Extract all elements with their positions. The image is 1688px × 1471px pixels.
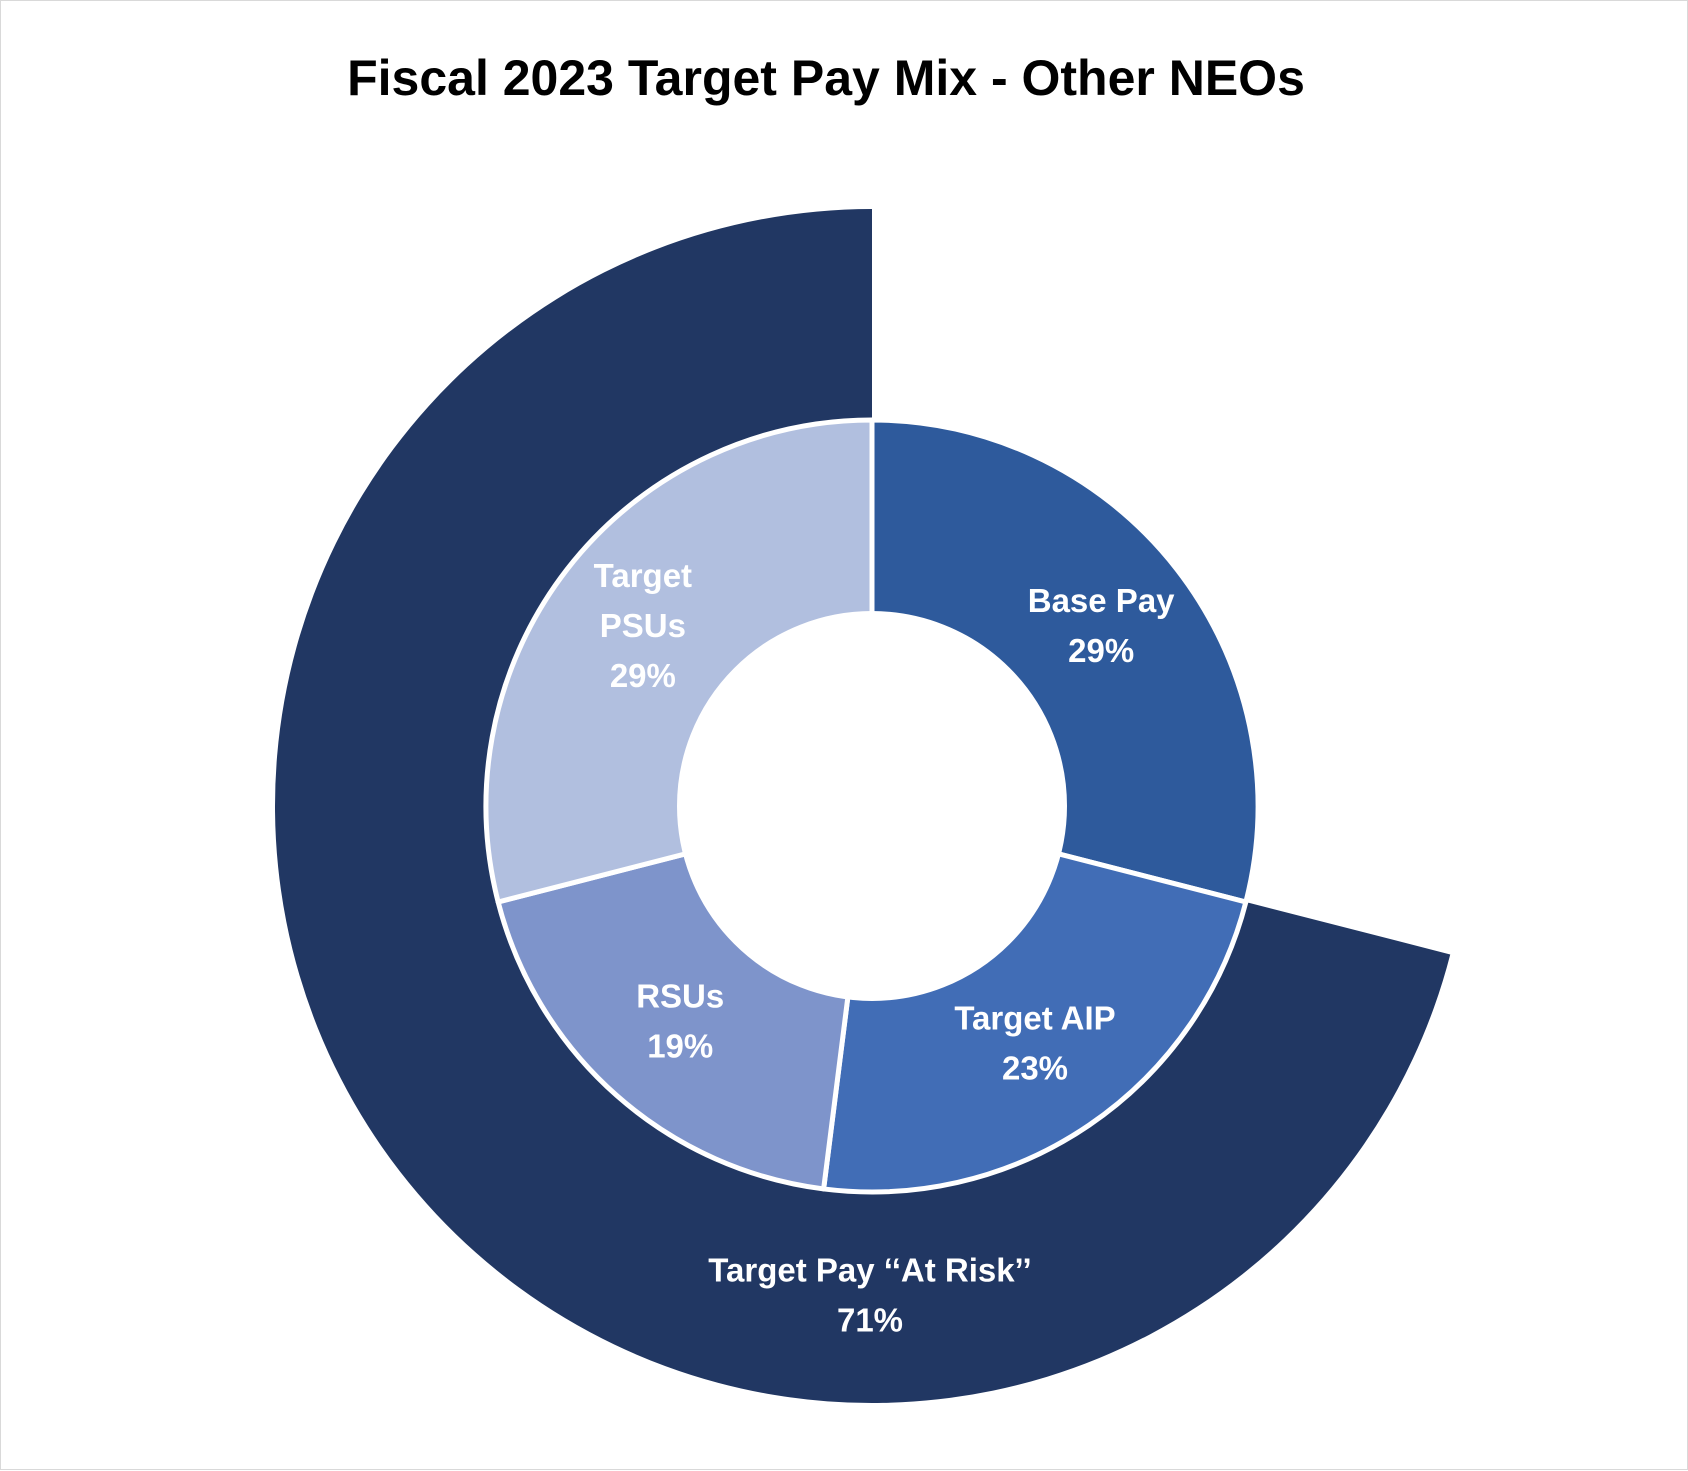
- label-target-aip-label: Target AIP: [954, 1000, 1115, 1037]
- label-target-pay-at-risk-pct-label: 71%: [837, 1302, 903, 1339]
- label-target-psus-label: Target: [594, 557, 692, 594]
- label-target-psus-label: PSUs: [600, 607, 686, 644]
- donut-hole: [677, 611, 1067, 1001]
- chart-title: Fiscal 2023 Target Pay Mix - Other NEOs: [347, 50, 1305, 106]
- label-target-psus-pct-label: 29%: [610, 657, 676, 694]
- label-base-pay-pct-label: 29%: [1068, 632, 1134, 669]
- label-rsus-label: RSUs: [636, 977, 724, 1014]
- label-rsus-pct-label: 19%: [647, 1027, 713, 1064]
- label-base-pay-label: Base Pay: [1028, 582, 1175, 619]
- label-target-aip-pct-label: 23%: [1002, 1050, 1068, 1087]
- label-target-pay-at-risk-label: Target Pay ‘‘At Risk’’: [708, 1252, 1031, 1289]
